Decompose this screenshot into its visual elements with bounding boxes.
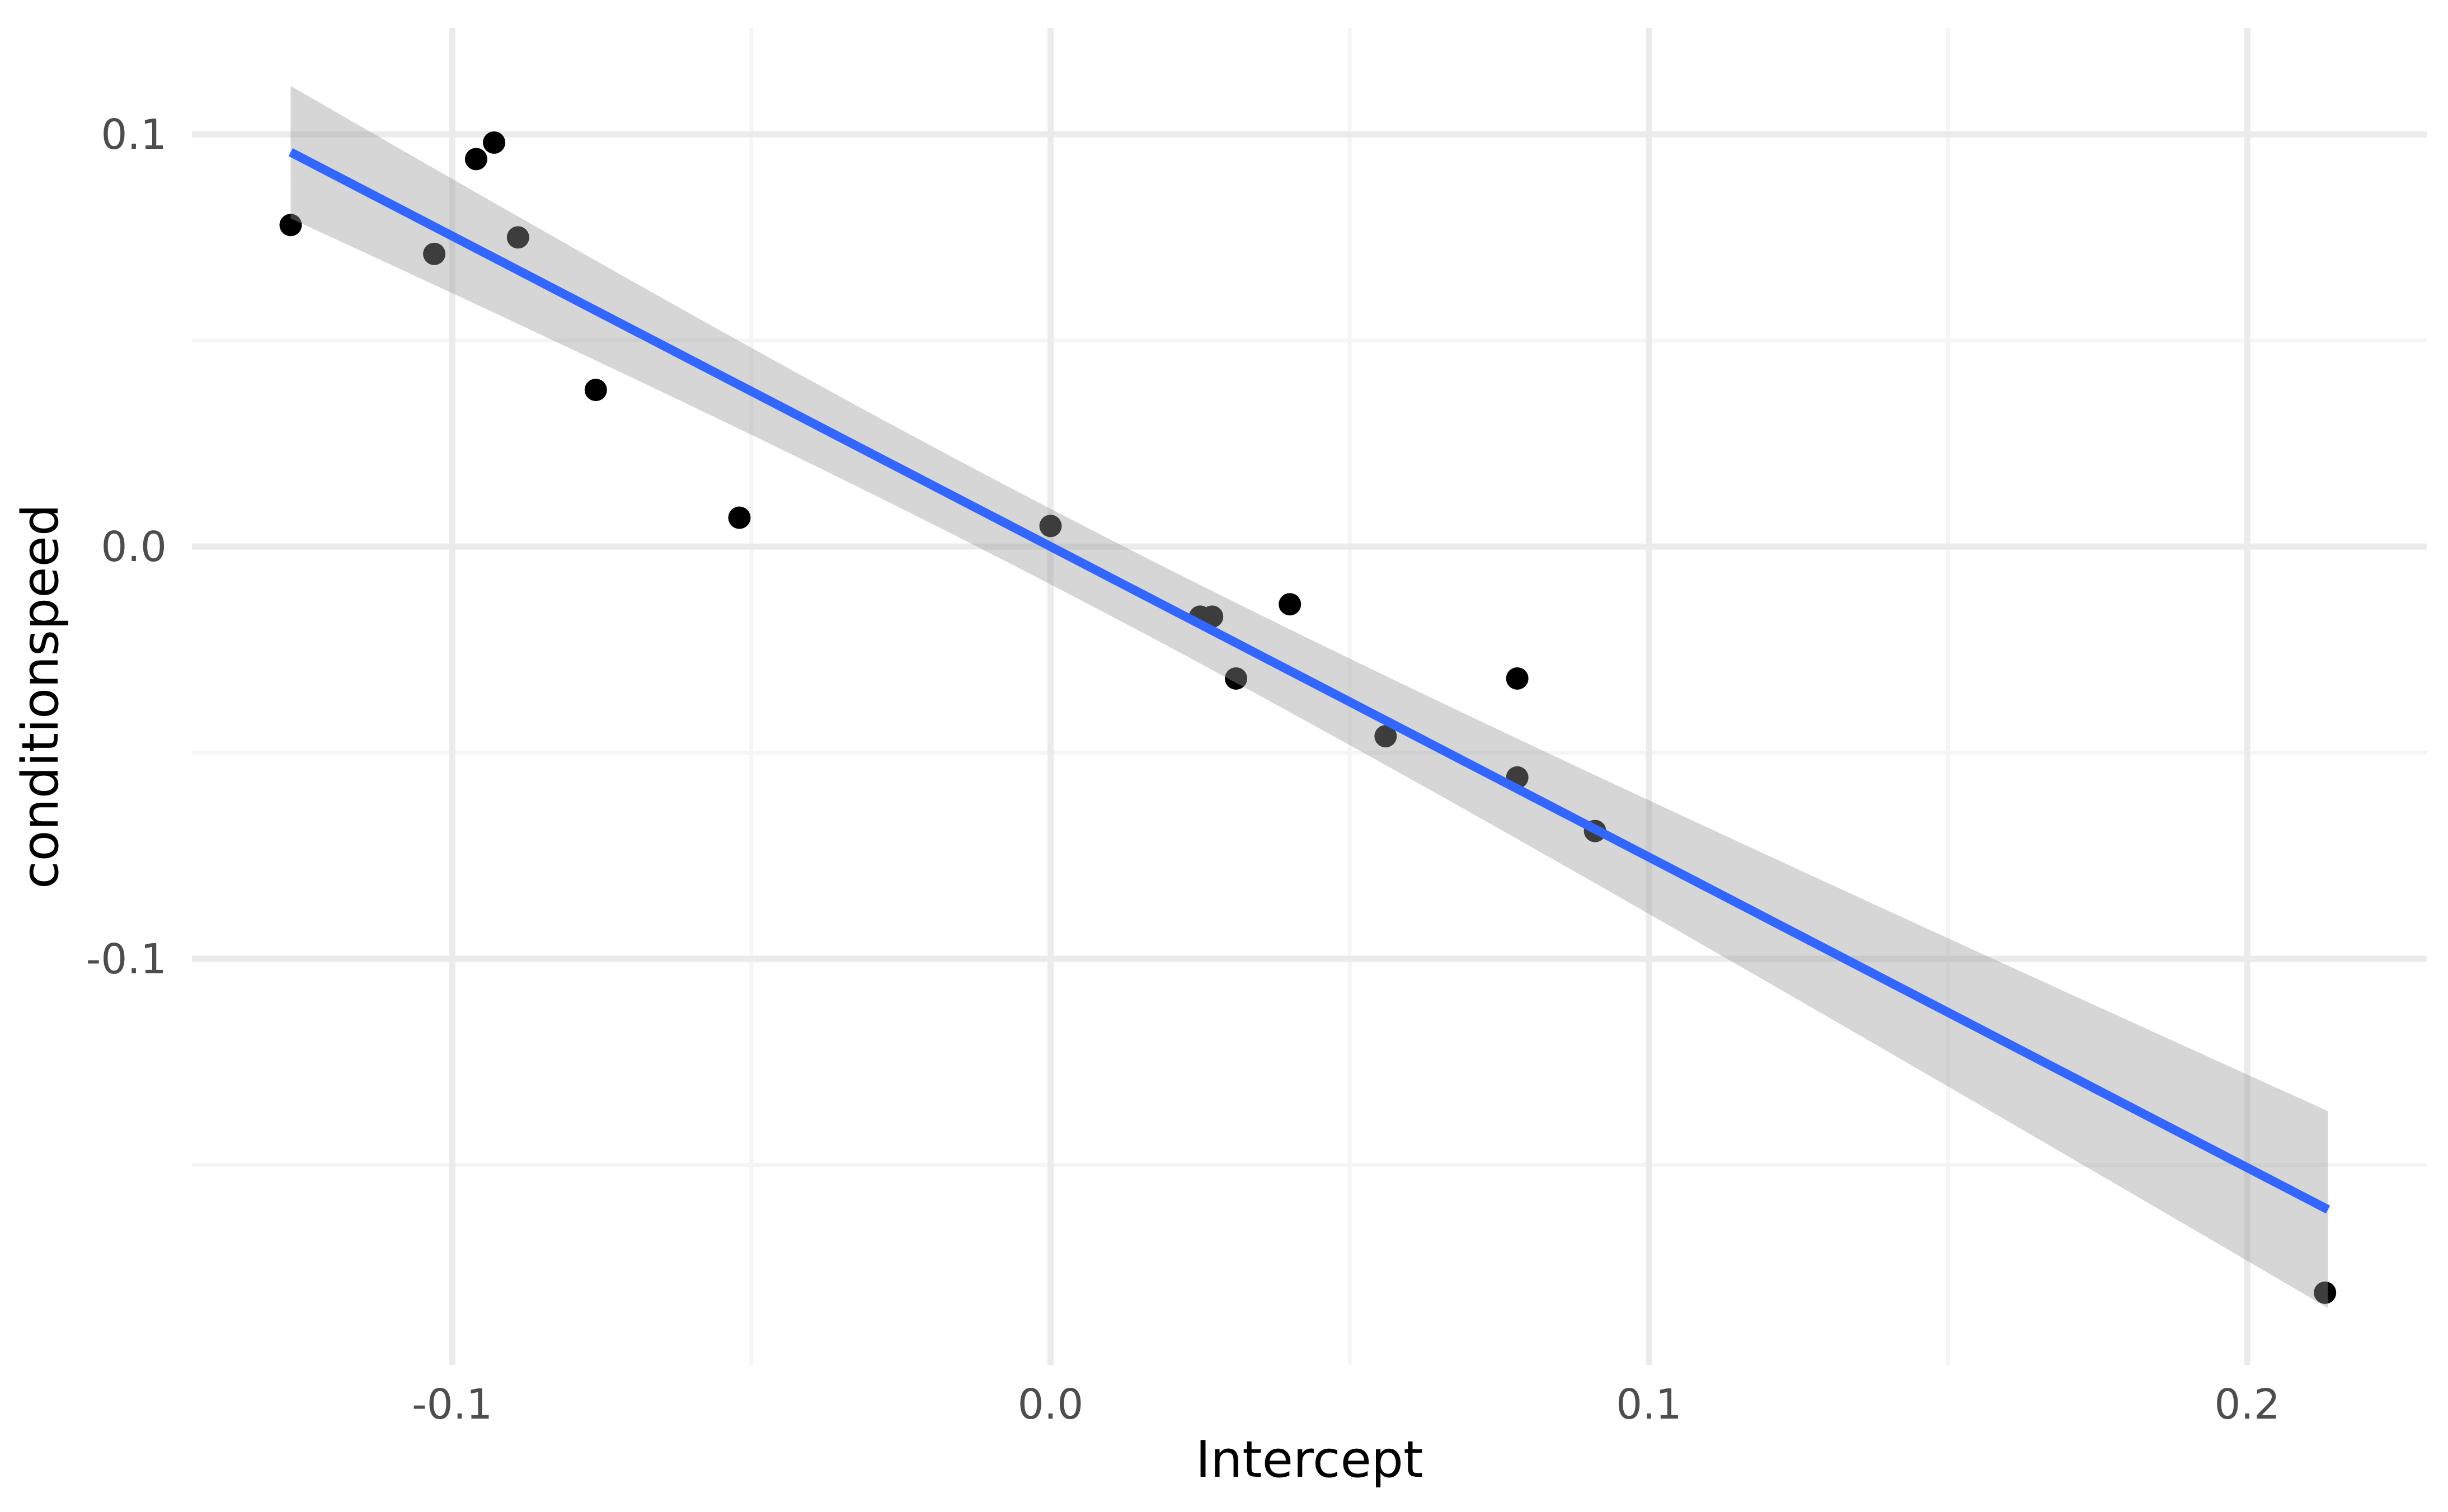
data-point [728,506,751,529]
data-point [1279,593,1301,616]
y-axis-title: conditionspeed [11,504,70,889]
data-point [279,214,302,237]
data-point [584,379,607,402]
data-point [2314,1282,2337,1304]
data-point [1225,667,1248,690]
data-point [483,131,506,154]
data-point [1039,515,1062,538]
y-tick-label: 0.1 [101,111,167,159]
y-tick-label: 0.0 [101,523,167,571]
data-point [1506,667,1529,690]
x-tick-label: 0.2 [2214,1381,2280,1429]
y-tick-label: -0.1 [86,935,167,983]
minor-gridlines [192,28,2427,1365]
data-point [423,242,446,265]
regression-line [288,148,2330,1214]
data-point [506,226,529,249]
x-tick-label: 0.1 [1616,1381,1682,1429]
regression-line-segment [288,148,2330,1214]
major-gridlines [192,28,2427,1365]
data-point [1374,725,1397,748]
data-point [464,148,487,171]
x-axis-title: Intercept [1196,1430,1423,1489]
x-tick-label: 0.0 [1018,1381,1084,1429]
data-point [1201,605,1224,628]
confidence-band [290,86,2328,1308]
axis-tick-labels: -0.1 0.0 0.1 0.2 0.1 0.0 -0.1 [86,111,2280,1429]
confidence-band-polygon [290,86,2328,1308]
x-tick-label: -0.1 [412,1381,492,1429]
